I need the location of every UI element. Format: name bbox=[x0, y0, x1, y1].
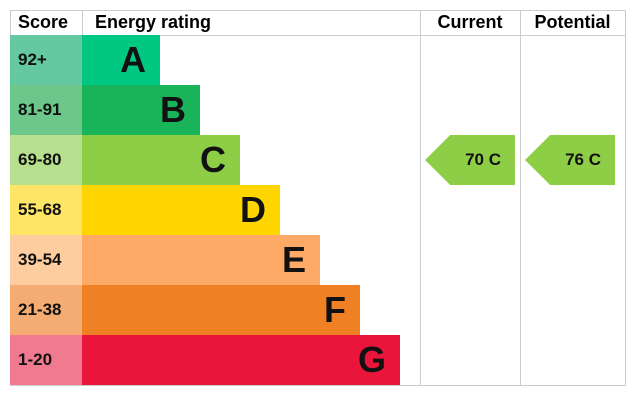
rating-bar-g: G bbox=[82, 335, 400, 385]
grid-line bbox=[420, 10, 421, 386]
score-cell: 1-20 bbox=[10, 335, 82, 385]
rating-bar-c: C bbox=[82, 135, 240, 185]
header-energy-rating: Energy rating bbox=[95, 12, 212, 32]
potential-rating-arrow: 76 C bbox=[525, 135, 615, 185]
score-cell: 69-80 bbox=[10, 135, 82, 185]
grid-line bbox=[520, 10, 521, 386]
score-cell: 39-54 bbox=[10, 235, 82, 285]
rating-bar-f: F bbox=[82, 285, 360, 335]
header-current: Current bbox=[437, 12, 503, 32]
score-cell: 21-38 bbox=[10, 285, 82, 335]
grid-line bbox=[10, 385, 625, 386]
score-cell: 55-68 bbox=[10, 185, 82, 235]
grid-line bbox=[10, 10, 625, 11]
header-score: Score bbox=[18, 12, 69, 32]
score-cell: 81-91 bbox=[10, 85, 82, 135]
rating-bar-e: E bbox=[82, 235, 320, 285]
rating-bar-b: B bbox=[82, 85, 200, 135]
grid-line bbox=[10, 35, 625, 36]
score-cell: 92+ bbox=[10, 35, 82, 85]
rating-bar-a: A bbox=[82, 35, 160, 85]
rating-bar-d: D bbox=[82, 185, 280, 235]
header-potential: Potential bbox=[534, 12, 611, 32]
grid-line bbox=[625, 10, 626, 386]
current-rating-arrow: 70 C bbox=[425, 135, 515, 185]
